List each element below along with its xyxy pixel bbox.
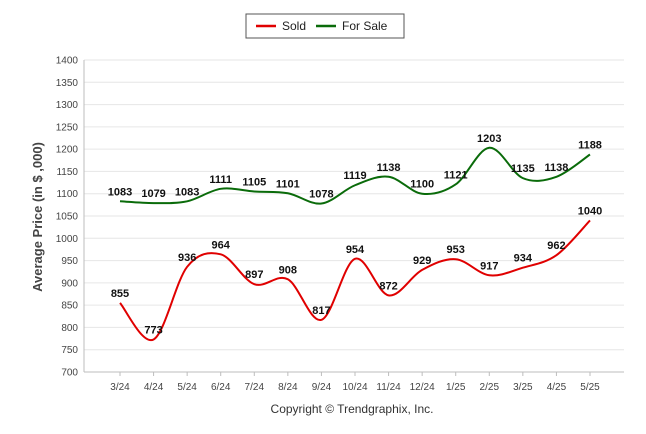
data-label-for-sale: 1188 [578,139,602,151]
legend: Sold For Sale [245,13,405,39]
x-tick-label: 10/24 [342,382,367,393]
y-tick-label: 1150 [56,167,78,178]
copyright-text: Copyright © Trendgraphix, Inc. [271,402,434,416]
data-label-sold: 897 [245,269,263,281]
data-label-for-sale: 1138 [377,162,401,174]
y-tick-label: 750 [61,345,78,356]
data-label-sold: 962 [547,240,565,252]
data-label-for-sale: 1078 [309,189,333,201]
x-tick-label: 12/24 [410,382,435,393]
data-label-sold: 908 [279,264,297,276]
x-tick-label: 8/24 [278,382,298,393]
y-tick-label: 950 [61,256,78,267]
y-tick-label: 900 [61,278,78,289]
x-tick-label: 4/24 [144,382,164,393]
y-tick-label: 1350 [56,78,79,89]
data-label-for-sale: 1111 [209,174,232,186]
y-tick-label: 1250 [56,122,79,133]
y-tick-label: 1200 [56,145,79,156]
data-label-sold: 773 [144,324,162,336]
data-label-sold: 964 [212,239,231,251]
data-label-sold: 917 [480,260,498,272]
y-tick-label: 1100 [56,189,78,200]
y-axis-label: Average Price (in $ ,000) [30,142,45,292]
y-tick-label: 1000 [56,234,79,245]
x-tick-label: 3/25 [513,382,533,393]
y-tick-labels: 700 750 800 850 900 950 1000 1050 1100 1150 1200 12… [56,56,79,379]
data-label-for-sale: 1119 [343,170,366,182]
y-tick-label: 800 [61,323,78,334]
data-label-sold: 936 [178,252,196,264]
data-label-for-sale: 1105 [242,176,266,188]
data-label-for-sale: 1100 [410,179,434,191]
y-tick-label: 1050 [56,212,79,223]
data-label-for-sale: 1203 [477,133,501,145]
data-label-for-sale: 1079 [141,188,165,200]
data-label-for-sale: 1135 [511,163,535,175]
data-label-sold: 934 [514,253,533,265]
y-tick-label: 1400 [56,56,79,67]
data-label-sold: 954 [346,244,365,256]
x-tick-label: 11/24 [376,382,401,393]
data-label-for-sale: 1101 [276,178,300,190]
data-label-sold: 1040 [578,205,602,217]
x-tick-label: 2/25 [480,382,500,393]
series-line-for-sale [119,146,591,205]
x-tick-label: 4/25 [547,382,567,393]
legend-label-for-sale: For Sale [342,19,388,33]
data-label-for-sale: 1121 [444,169,468,181]
x-tick-label: 1/25 [446,382,466,393]
data-label-sold: 817 [312,305,330,317]
axes [83,60,624,373]
grid-lines [84,59,624,373]
legend-label-sold: Sold [282,19,306,33]
data-label-sold: 872 [379,280,397,292]
x-tick-label: 9/24 [312,382,332,393]
series-line-sold [119,219,591,341]
x-tick-label: 3/24 [110,382,130,393]
data-label-sold: 855 [111,288,129,300]
x-tick-label: 7/24 [245,382,265,393]
y-tick-label: 700 [61,368,78,379]
x-tick-label: 5/24 [177,382,197,393]
data-label-for-sale: 1138 [544,162,568,174]
x-tick-label: 6/24 [211,382,231,393]
x-tick-label: 5/25 [580,382,600,393]
y-tick-label: 850 [61,301,78,312]
data-label-sold: 929 [413,255,431,267]
data-labels: 855 773 936 964 897 908 817 954 872 929 953 917 934 9… [108,133,602,337]
data-label-for-sale: 1083 [175,186,199,198]
data-label-for-sale: 1083 [108,186,132,198]
series-lines [119,146,591,341]
data-label-sold: 953 [447,244,465,256]
y-tick-label: 1300 [56,100,79,111]
x-tick-labels: 3/24 4/24 5/24 6/24 7/24 8/24 9/24 10/24 11/24 12… [110,372,600,393]
